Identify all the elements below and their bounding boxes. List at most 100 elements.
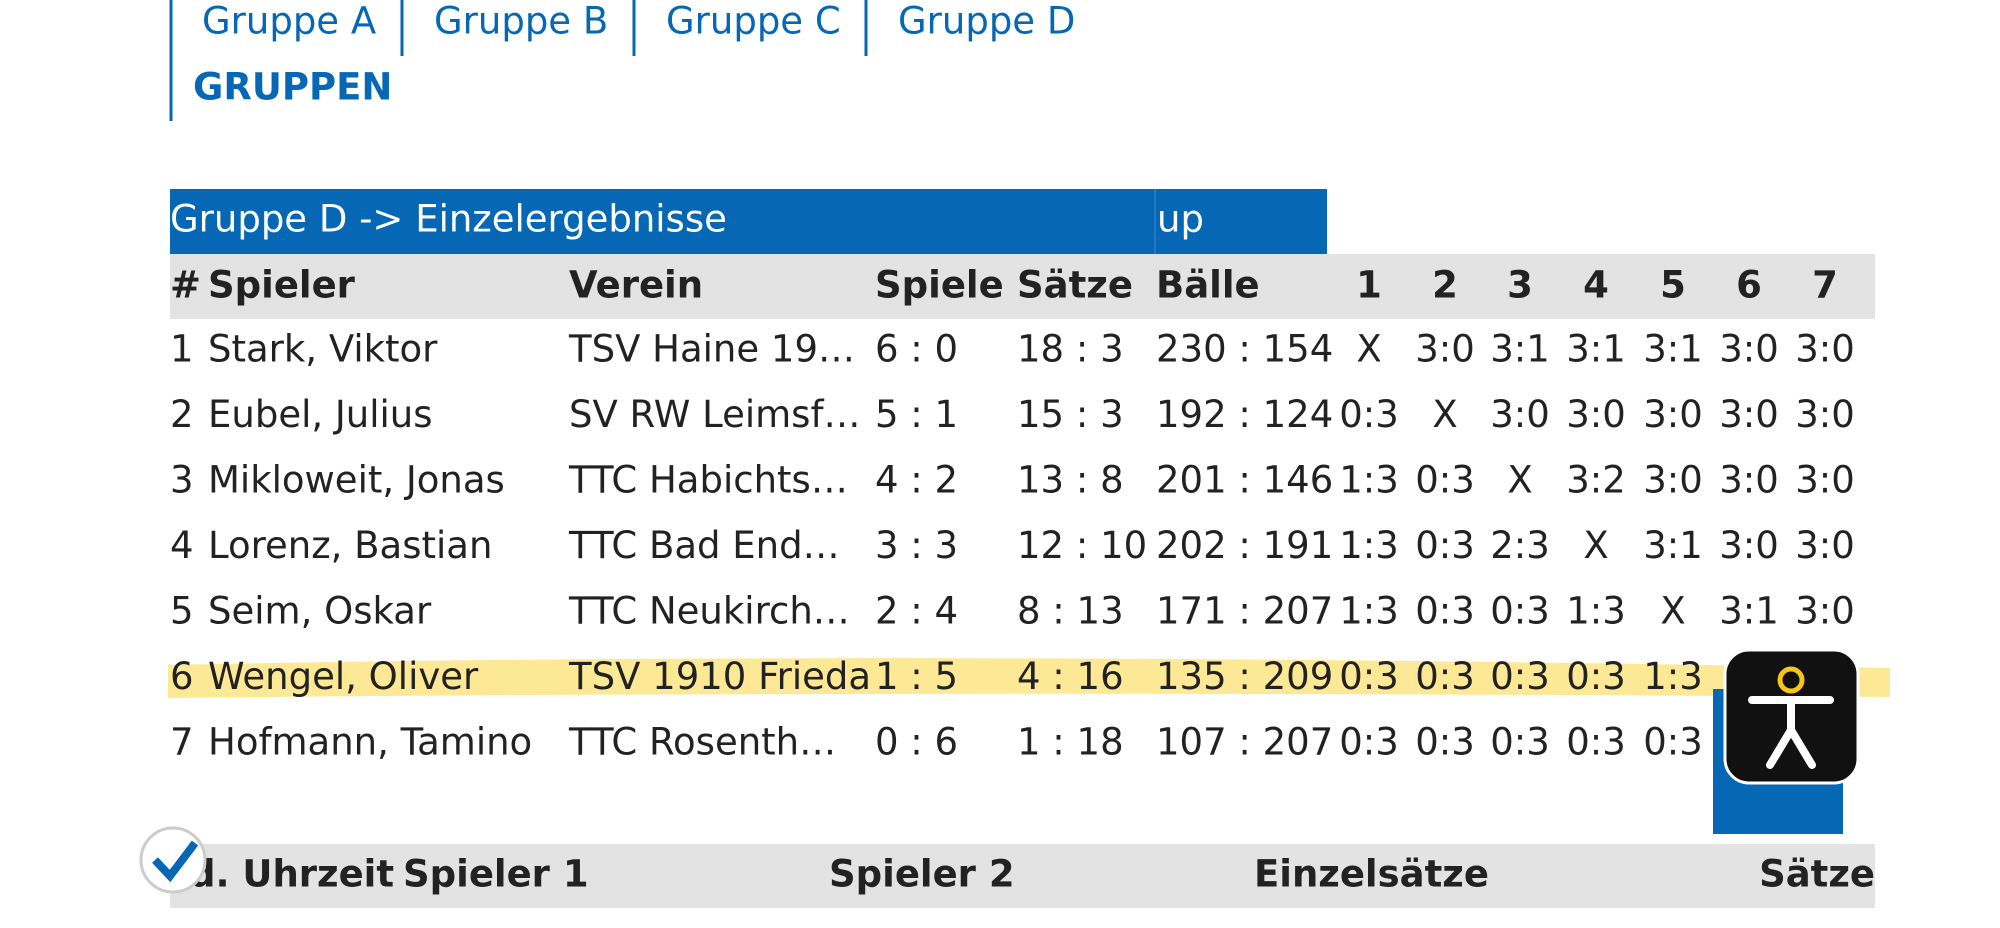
cell: 13 : 8: [1017, 459, 1124, 502]
matches-header: [170, 844, 1875, 908]
cell: 0:3: [1339, 655, 1399, 698]
table-title: Gruppe D -> Einzelergebnisse: [170, 198, 727, 241]
cell: 202 : 191: [1156, 524, 1333, 567]
cell: Eubel, Julius: [208, 393, 433, 436]
cell: X: [1583, 524, 1608, 567]
cell: TSV Haine 19…: [568, 328, 855, 371]
cell: 0:3: [1415, 655, 1475, 698]
cell: X: [1432, 393, 1457, 436]
cell: 0:3: [1566, 721, 1626, 764]
cell: 15 : 3: [1017, 393, 1124, 436]
cell: 8 : 13: [1017, 590, 1124, 633]
column-header: 1: [1356, 264, 1382, 307]
badge-check: [152, 840, 199, 883]
tab[interactable]: Gruppe C: [666, 0, 841, 43]
cell: 2 : 4: [875, 590, 958, 633]
column-header: 4: [1583, 264, 1609, 307]
matches-column: Einzelsätze: [1254, 853, 1489, 896]
cell: TTC Bad End…: [568, 524, 840, 567]
cell: Lorenz, Bastian: [208, 524, 492, 567]
cell: 1 : 18: [1017, 721, 1124, 764]
cell: Wengel, Oliver: [208, 655, 479, 698]
cell: Stark, Viktor: [208, 328, 438, 371]
badge-circle[interactable]: [139, 826, 207, 894]
cell: 3:0: [1795, 590, 1855, 633]
cell: 12 : 10: [1017, 524, 1147, 567]
cell: 3:0: [1643, 459, 1703, 502]
cell: TTC Neukirch…: [568, 590, 850, 633]
cell: 1:3: [1339, 459, 1399, 502]
cell: X: [1507, 459, 1532, 502]
column-header: Sätze: [1017, 264, 1133, 307]
cell: 3:1: [1643, 328, 1703, 371]
column-header: 3: [1507, 264, 1533, 307]
cell: 2:3: [1490, 524, 1550, 567]
cell: 3 : 3: [875, 524, 958, 567]
cell: 1 : 5: [875, 655, 958, 698]
cell: 5 : 1: [875, 393, 958, 436]
column-header: 2: [1432, 264, 1458, 307]
accessibility-button[interactable]: [1723, 648, 1860, 785]
cell: 0:3: [1415, 459, 1475, 502]
accessibility-head: [1777, 666, 1805, 694]
cell: 3: [170, 459, 194, 502]
tab[interactable]: Gruppe A: [202, 0, 376, 43]
cell: 201 : 146: [1156, 459, 1333, 502]
cell: 3:1: [1566, 328, 1626, 371]
table-title-extra: up: [1157, 198, 1204, 241]
cell: 0:3: [1415, 721, 1475, 764]
cell: 3:1: [1490, 328, 1550, 371]
column-header: Spiele: [875, 264, 1004, 307]
trust-badge[interactable]: [139, 826, 207, 894]
cell: 0:3: [1339, 721, 1399, 764]
accessibility-figure: [1748, 696, 1834, 769]
cell: TSV 1910 Frieda: [568, 655, 871, 698]
highlight: [168, 658, 1890, 698]
cell: 1:3: [1566, 590, 1626, 633]
cell: 3:0: [1795, 459, 1855, 502]
cell: 0:3: [1490, 655, 1550, 698]
cell: 3:0: [1795, 393, 1855, 436]
cell: 7: [170, 721, 194, 764]
cell: X: [1660, 590, 1685, 633]
cell: 18 : 3: [1017, 328, 1124, 371]
tab[interactable]: Gruppe D: [898, 0, 1075, 43]
cell: 4 : 2: [875, 459, 958, 502]
cell: 0:3: [1339, 393, 1399, 436]
matches-column: Spieler 1: [403, 853, 589, 896]
column-header: 7: [1812, 264, 1838, 307]
matches-column: Sätze: [1759, 853, 1875, 896]
cell: TTC Habichts…: [568, 459, 848, 502]
cell: 0:3: [1415, 524, 1475, 567]
tab[interactable]: Gruppe B: [434, 0, 608, 43]
cell: 230 : 154: [1156, 328, 1333, 371]
cell: X: [1356, 328, 1381, 371]
cell: 3:2: [1566, 459, 1626, 502]
column-header: 6: [1736, 264, 1762, 307]
cell: 3:0: [1566, 393, 1626, 436]
cell: 6: [170, 655, 194, 698]
cell: 135 : 209: [1156, 655, 1333, 698]
column-header: 5: [1660, 264, 1686, 307]
cell: 4: [170, 524, 194, 567]
section-title: GRUPPEN: [193, 66, 392, 109]
cell: 1:3: [1339, 590, 1399, 633]
column-header: Verein: [569, 264, 703, 307]
cell: 0:3: [1490, 590, 1550, 633]
cell: 4 : 16: [1017, 655, 1124, 698]
title-bar: [170, 189, 1327, 254]
cell: 5: [170, 590, 194, 633]
column-header: Bälle: [1156, 264, 1260, 307]
cell: 3:1: [1719, 590, 1779, 633]
cell: Mikloweit, Jonas: [208, 459, 505, 502]
cell: 2: [170, 393, 194, 436]
cell: 3:0: [1643, 393, 1703, 436]
header-row: [170, 254, 1875, 319]
cell: 1:3: [1339, 524, 1399, 567]
cell: Seim, Oskar: [208, 590, 432, 633]
cell: 192 : 124: [1156, 393, 1333, 436]
cell: 107 : 207: [1156, 721, 1333, 764]
cell: 3:0: [1490, 393, 1550, 436]
cell: 3:0: [1719, 393, 1779, 436]
